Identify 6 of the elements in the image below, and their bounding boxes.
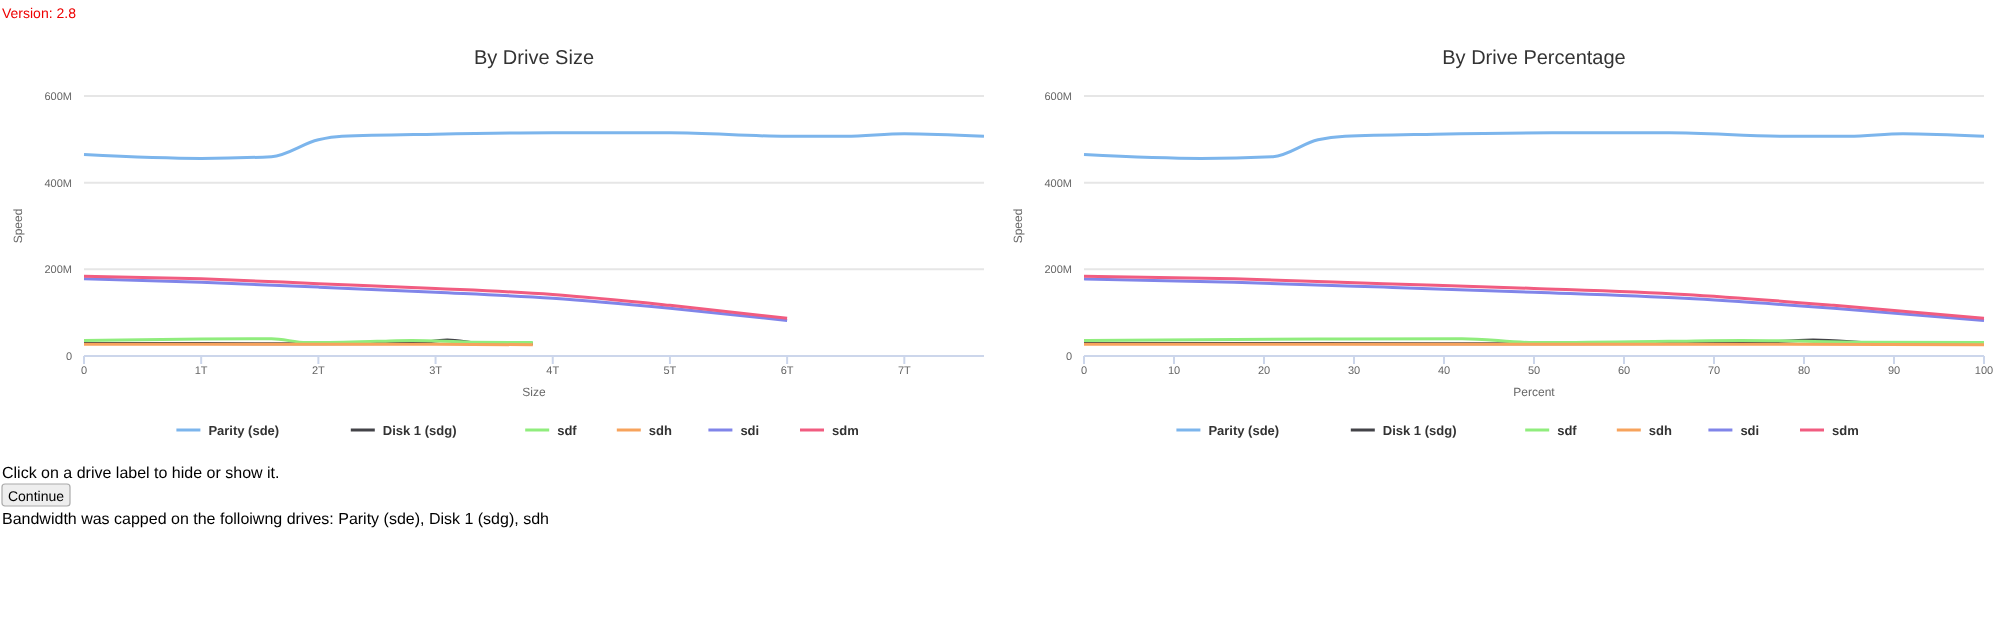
text: Bandwidth was capped on the folloiwng drives: Parity (sde), Disk 1 (sdg), sdh [2, 510, 549, 528]
chart-title: By Drive Percentage [1442, 48, 1627, 70]
line-series [1082, 131, 1986, 160]
text: Click on a drive label to hide or show it. [2, 464, 280, 482]
line-series [82, 131, 986, 160]
chart-title: By Drive Size [473, 48, 595, 70]
